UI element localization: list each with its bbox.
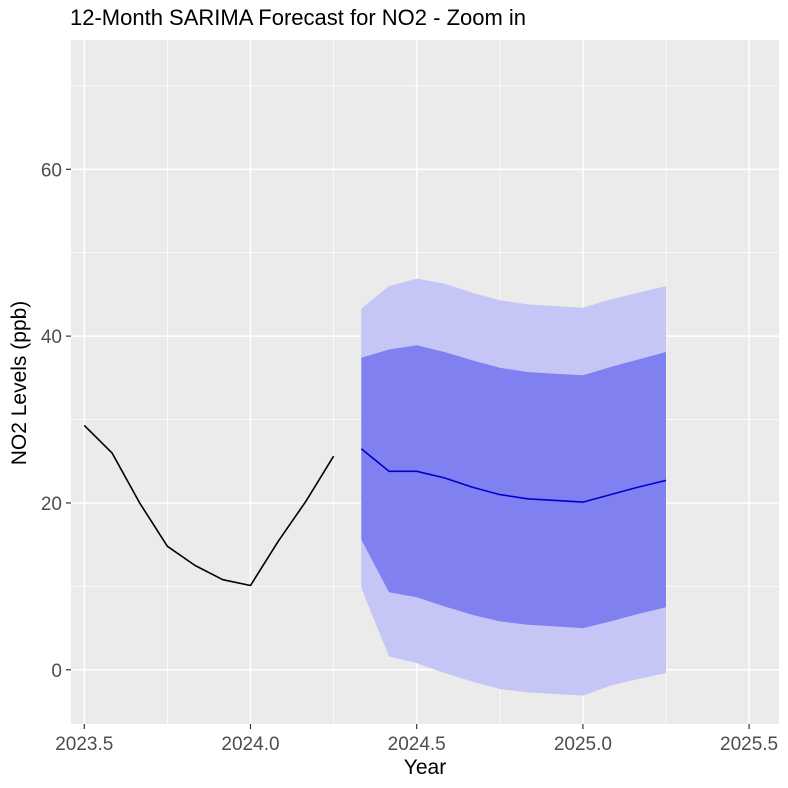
series-lines	[83, 424, 667, 587]
x-tick-label: 2024.5	[388, 734, 446, 755]
y-tick-label: 20	[41, 494, 62, 515]
y-axis: 0 20 40 60	[41, 160, 71, 682]
band-80	[361, 345, 666, 629]
y-tick-label: 60	[41, 160, 62, 181]
chart-title: 12-Month SARIMA Forecast for NO2 - Zoom …	[70, 5, 526, 30]
x-tick-label: 2024.0	[221, 734, 279, 755]
x-axis-title: Year	[404, 756, 446, 779]
y-tick-label: 40	[41, 327, 62, 348]
x-tick-label: 2025.5	[720, 734, 778, 755]
forecast-line	[360, 448, 667, 503]
x-axis: 2023.5 2024.0 2024.5 2025.0 2025.5	[55, 724, 778, 755]
x-tick-label: 2025.0	[554, 734, 612, 755]
observed-line	[83, 424, 335, 587]
y-axis-title: NO2 Levels (ppb)	[8, 301, 31, 466]
forecast-intervals	[361, 278, 666, 696]
y-tick-label: 0	[51, 661, 62, 682]
x-tick-label: 2023.5	[55, 734, 113, 755]
